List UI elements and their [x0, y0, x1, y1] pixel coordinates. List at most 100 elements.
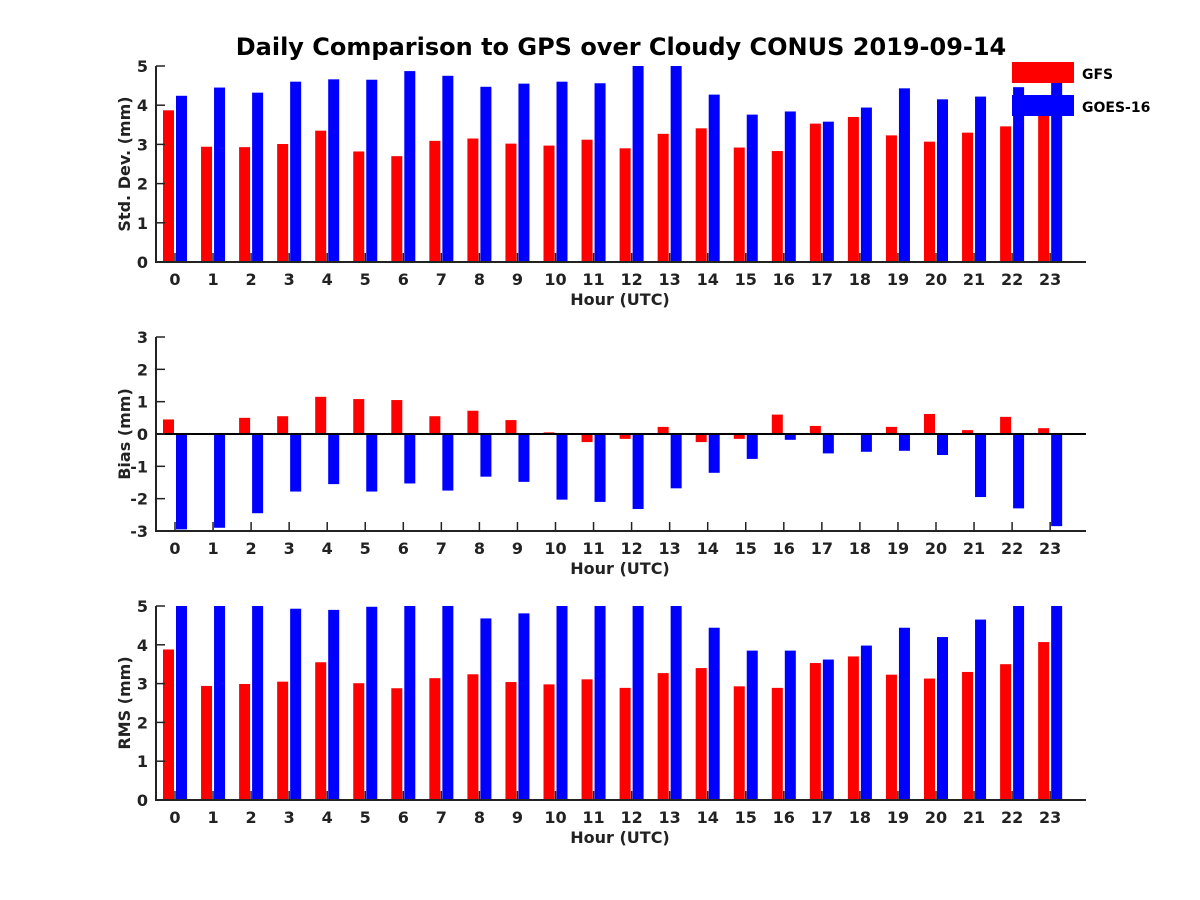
bar-rms-goes16-21: [975, 619, 987, 800]
bar-bias-goes16-1: [214, 434, 226, 528]
x-tick-label-stddev-4: 4: [322, 270, 333, 289]
bar-bias-goes16-21: [975, 434, 987, 498]
x-tick-label-rms-21: 21: [963, 808, 985, 827]
bar-stddev-goes16-5: [366, 79, 378, 262]
x-tick-label-bias-11: 11: [582, 539, 604, 558]
x-tick-label-stddev-22: 22: [1001, 270, 1023, 289]
x-tick-label-bias-10: 10: [544, 539, 566, 558]
bar-bias-gfs-13: [657, 426, 669, 434]
bar-rms-goes16-6: [404, 606, 416, 800]
bar-rms-goes16-23: [1051, 606, 1063, 800]
bar-stddev-goes16-3: [290, 81, 302, 263]
bar-rms-gfs-3: [277, 681, 289, 800]
bar-rms-goes16-16: [784, 650, 796, 800]
x-tick-label-rms-0: 0: [169, 808, 180, 827]
bar-stddev-gfs-0: [163, 110, 174, 262]
bar-stddev-gfs-5: [353, 151, 365, 262]
bar-bias-gfs-12: [619, 434, 631, 439]
bar-bias-goes16-17: [822, 434, 834, 454]
y-tick-label-rms-5: 5: [137, 597, 148, 616]
x-tick-label-stddev-23: 23: [1039, 270, 1061, 289]
x-tick-label-bias-5: 5: [360, 539, 371, 558]
x-tick-label-bias-2: 2: [246, 539, 257, 558]
x-tick-label-rms-16: 16: [773, 808, 795, 827]
bar-rms-goes16-7: [442, 606, 454, 800]
bar-rms-gfs-19: [885, 674, 897, 800]
x-tick-label-rms-1: 1: [207, 808, 218, 827]
bar-stddev-gfs-12: [619, 148, 631, 262]
y-tick-label-bias-3: 3: [137, 328, 148, 347]
x-tick-label-rms-22: 22: [1001, 808, 1023, 827]
x-tick-label-rms-18: 18: [849, 808, 871, 827]
bar-rms-gfs-22: [1000, 664, 1012, 800]
bar-stddev-goes16-6: [404, 71, 416, 262]
bar-rms-gfs-1: [201, 685, 213, 800]
x-axis-label-bias: Hour (UTC): [570, 559, 670, 578]
x-tick-label-rms-7: 7: [436, 808, 447, 827]
bar-rms-gfs-18: [847, 656, 859, 800]
y-tick-label-bias--2: -2: [130, 490, 148, 509]
x-tick-label-stddev-3: 3: [284, 270, 295, 289]
x-tick-label-stddev-8: 8: [474, 270, 485, 289]
bar-stddev-gfs-10: [543, 145, 555, 262]
x-tick-label-rms-2: 2: [246, 808, 257, 827]
x-tick-label-stddev-19: 19: [887, 270, 909, 289]
bar-rms-goes16-17: [822, 659, 834, 800]
bar-bias-gfs-16: [771, 414, 783, 434]
bar-stddev-goes16-0: [176, 95, 187, 262]
bar-stddev-gfs-15: [733, 147, 745, 262]
bar-bias-goes16-13: [670, 434, 682, 489]
bar-rms-gfs-10: [543, 684, 555, 800]
bar-rms-gfs-2: [239, 683, 251, 800]
x-tick-label-rms-6: 6: [398, 808, 409, 827]
bar-rms-gfs-12: [619, 687, 631, 800]
x-tick-label-rms-5: 5: [360, 808, 371, 827]
x-tick-label-bias-8: 8: [474, 539, 485, 558]
bar-rms-goes16-5: [366, 606, 378, 800]
x-tick-label-stddev-16: 16: [773, 270, 795, 289]
x-tick-label-rms-20: 20: [925, 808, 947, 827]
bar-stddev-gfs-9: [505, 143, 517, 262]
x-tick-label-rms-10: 10: [544, 808, 566, 827]
bar-stddev-goes16-1: [214, 87, 226, 262]
bar-stddev-goes16-17: [822, 121, 834, 262]
bar-rms-gfs-16: [771, 687, 783, 800]
x-tick-label-bias-16: 16: [773, 539, 795, 558]
bar-stddev-gfs-1: [201, 146, 213, 262]
y-tick-label-bias-1: 1: [137, 393, 148, 412]
bar-stddev-goes16-7: [442, 75, 454, 262]
x-tick-label-stddev-11: 11: [582, 270, 604, 289]
x-tick-label-rms-8: 8: [474, 808, 485, 827]
bar-bias-gfs-7: [429, 416, 441, 434]
bar-bias-goes16-18: [860, 434, 872, 452]
x-tick-label-rms-19: 19: [887, 808, 909, 827]
bar-stddev-goes16-11: [594, 83, 606, 262]
x-tick-label-rms-13: 13: [659, 808, 681, 827]
bar-rms-goes16-9: [518, 613, 530, 800]
bar-stddev-goes16-10: [556, 81, 568, 263]
bar-stddev-goes16-15: [746, 114, 758, 262]
bar-bias-goes16-22: [1013, 434, 1025, 509]
bar-stddev-gfs-18: [847, 116, 859, 263]
bar-bias-gfs-6: [391, 400, 403, 434]
bar-stddev-goes16-23: [1051, 81, 1063, 263]
x-tick-label-stddev-7: 7: [436, 270, 447, 289]
bar-bias-goes16-0: [176, 434, 187, 530]
y-tick-label-stddev-1: 1: [137, 214, 148, 233]
bar-stddev-gfs-16: [771, 151, 783, 262]
bar-rms-goes16-2: [252, 606, 264, 800]
bar-rms-goes16-8: [480, 618, 492, 800]
bar-rms-goes16-1: [214, 606, 226, 800]
x-tick-label-rms-14: 14: [697, 808, 719, 827]
bar-bias-goes16-23: [1051, 434, 1063, 527]
bar-rms-goes16-0: [176, 606, 187, 800]
bar-rms-goes16-15: [746, 650, 758, 800]
bar-rms-goes16-22: [1013, 606, 1025, 800]
x-tick-label-stddev-6: 6: [398, 270, 409, 289]
y-tick-label-stddev-0: 0: [137, 253, 148, 272]
bar-bias-goes16-10: [556, 434, 568, 500]
x-tick-label-stddev-2: 2: [246, 270, 257, 289]
bar-rms-gfs-21: [962, 671, 974, 800]
